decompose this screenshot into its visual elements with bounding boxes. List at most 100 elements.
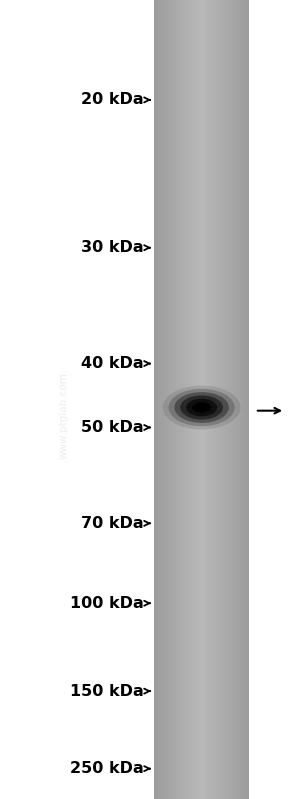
Bar: [168, 0, 170, 799]
Bar: [238, 0, 239, 799]
Text: 150 kDa: 150 kDa: [70, 684, 144, 698]
Bar: [204, 0, 206, 799]
Bar: [236, 0, 237, 799]
Bar: [163, 0, 164, 799]
Bar: [190, 0, 192, 799]
Bar: [164, 0, 166, 799]
Bar: [169, 0, 170, 799]
Bar: [156, 0, 157, 799]
Bar: [216, 0, 217, 799]
Bar: [179, 0, 180, 799]
Bar: [177, 0, 178, 799]
Bar: [240, 0, 241, 799]
Bar: [173, 0, 174, 799]
Bar: [161, 0, 162, 799]
Bar: [229, 0, 230, 799]
Bar: [226, 0, 228, 799]
Bar: [193, 0, 194, 799]
Bar: [204, 0, 205, 799]
Bar: [214, 0, 215, 799]
Bar: [210, 0, 211, 799]
Bar: [180, 0, 181, 799]
Bar: [208, 0, 209, 799]
Ellipse shape: [163, 385, 240, 430]
Ellipse shape: [174, 392, 229, 423]
Bar: [220, 0, 221, 799]
Bar: [224, 0, 226, 799]
Bar: [246, 0, 247, 799]
Bar: [221, 0, 223, 799]
Bar: [232, 0, 233, 799]
Bar: [185, 0, 187, 799]
Bar: [217, 0, 218, 799]
Bar: [158, 0, 159, 799]
Bar: [194, 0, 195, 799]
Text: 250 kDa: 250 kDa: [70, 761, 144, 776]
Bar: [202, 0, 203, 799]
Bar: [183, 0, 185, 799]
Bar: [239, 0, 240, 799]
Bar: [237, 0, 238, 799]
Bar: [228, 0, 230, 799]
Bar: [248, 0, 249, 799]
Bar: [157, 0, 158, 799]
Bar: [198, 0, 199, 799]
Bar: [188, 0, 190, 799]
Bar: [223, 0, 224, 799]
Bar: [187, 0, 189, 799]
Bar: [176, 0, 177, 799]
Bar: [234, 0, 235, 799]
Bar: [159, 0, 160, 799]
Text: 50 kDa: 50 kDa: [82, 420, 144, 435]
Bar: [166, 0, 167, 799]
Bar: [192, 0, 193, 799]
Bar: [200, 0, 201, 799]
Ellipse shape: [168, 389, 235, 426]
Ellipse shape: [186, 399, 217, 416]
Bar: [247, 0, 249, 799]
Ellipse shape: [195, 403, 209, 411]
Ellipse shape: [180, 396, 223, 419]
Text: 20 kDa: 20 kDa: [82, 93, 144, 107]
Bar: [245, 0, 247, 799]
Bar: [219, 0, 220, 799]
Text: www.ptglab.com: www.ptglab.com: [58, 372, 68, 459]
Bar: [209, 0, 211, 799]
Bar: [189, 0, 190, 799]
Bar: [186, 0, 187, 799]
Bar: [221, 0, 222, 799]
Bar: [183, 0, 184, 799]
Bar: [201, 0, 202, 799]
Bar: [202, 0, 204, 799]
Bar: [240, 0, 242, 799]
Bar: [205, 0, 207, 799]
Bar: [172, 0, 173, 799]
Bar: [213, 0, 214, 799]
Bar: [207, 0, 209, 799]
Bar: [195, 0, 196, 799]
Text: 40 kDa: 40 kDa: [82, 356, 144, 371]
Bar: [244, 0, 246, 799]
Bar: [154, 0, 155, 799]
Bar: [233, 0, 234, 799]
Bar: [231, 0, 232, 799]
Bar: [155, 0, 156, 799]
Text: 30 kDa: 30 kDa: [82, 240, 144, 255]
Bar: [197, 0, 198, 799]
Bar: [212, 0, 213, 799]
Bar: [174, 0, 175, 799]
Bar: [206, 0, 208, 799]
Bar: [166, 0, 168, 799]
Bar: [218, 0, 219, 799]
Bar: [235, 0, 236, 799]
Bar: [223, 0, 225, 799]
Bar: [215, 0, 216, 799]
Bar: [227, 0, 228, 799]
Bar: [230, 0, 231, 799]
Bar: [182, 0, 183, 799]
Bar: [160, 0, 161, 799]
Bar: [242, 0, 244, 799]
Bar: [167, 0, 168, 799]
Bar: [191, 0, 192, 799]
Ellipse shape: [192, 402, 211, 413]
